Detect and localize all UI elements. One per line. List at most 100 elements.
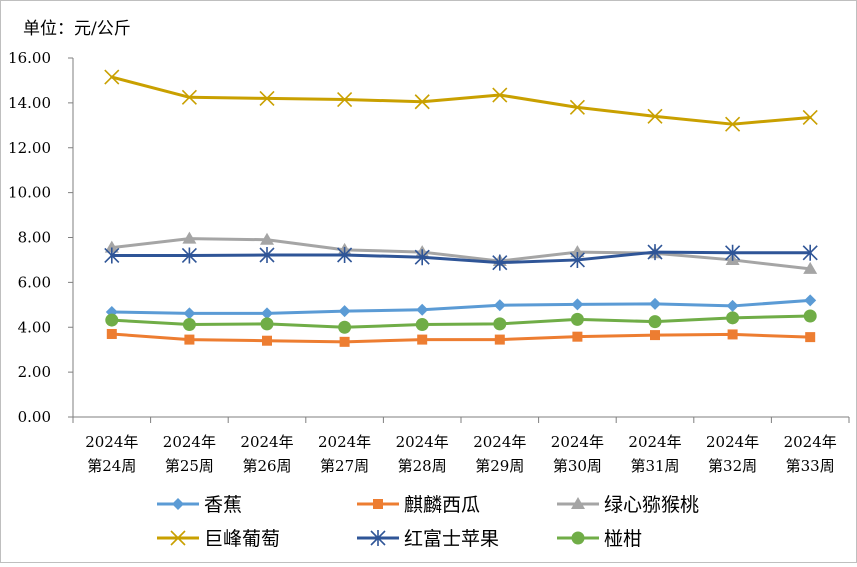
legend-label: 绿心猕猴桃 bbox=[604, 494, 699, 516]
data-point bbox=[727, 329, 738, 340]
data-point bbox=[261, 307, 273, 320]
series-5 bbox=[105, 309, 817, 334]
data-point bbox=[493, 299, 506, 312]
x-tick-label-year: 2024年 bbox=[396, 433, 449, 451]
data-point bbox=[181, 247, 197, 264]
series-line bbox=[110, 75, 812, 126]
data-point bbox=[259, 247, 275, 264]
data-point bbox=[725, 116, 741, 132]
x-tick-label-year: 2024年 bbox=[85, 433, 138, 451]
series-line bbox=[110, 314, 812, 329]
data-point bbox=[338, 305, 351, 318]
x-tick-label-week: 第31周 bbox=[630, 457, 679, 475]
legend-swatch-marker bbox=[370, 530, 386, 546]
y-tick-label: 4.00 bbox=[18, 318, 51, 336]
data-point bbox=[647, 244, 663, 261]
x-tick-label-year: 2024年 bbox=[628, 433, 681, 451]
legend-swatch-marker bbox=[373, 499, 383, 509]
data-point bbox=[803, 309, 817, 323]
x-tick-label-year: 2024年 bbox=[240, 433, 293, 451]
data-point bbox=[262, 335, 272, 346]
data-point bbox=[492, 87, 508, 103]
y-tick-label: 12.00 bbox=[8, 139, 51, 157]
data-point bbox=[805, 332, 816, 343]
legend-item: 绿心猕猴桃 bbox=[557, 494, 699, 516]
data-point bbox=[339, 336, 350, 347]
data-point bbox=[337, 247, 353, 264]
x-tick-label-week: 第24周 bbox=[87, 457, 136, 475]
x-tick-label-week: 第27周 bbox=[320, 457, 369, 475]
legend-label: 巨峰葡萄 bbox=[204, 528, 280, 550]
legend-swatch-marker bbox=[170, 530, 186, 546]
data-point bbox=[802, 109, 818, 126]
data-point bbox=[104, 240, 119, 253]
data-point bbox=[184, 334, 195, 345]
data-point bbox=[569, 251, 585, 268]
legend-item: 巨峰葡萄 bbox=[157, 528, 280, 550]
data-point bbox=[106, 328, 117, 339]
data-point bbox=[569, 99, 585, 115]
y-tick-label: 6.00 bbox=[18, 273, 51, 291]
legend-item: 红富士苹果 bbox=[357, 528, 499, 550]
data-point bbox=[104, 247, 120, 264]
data-point bbox=[337, 91, 353, 108]
data-point bbox=[414, 249, 430, 266]
series-3 bbox=[104, 69, 818, 132]
data-point bbox=[415, 318, 429, 332]
x-tick-label-year: 2024年 bbox=[473, 433, 526, 451]
data-point bbox=[492, 254, 508, 271]
x-tick-label-week: 第28周 bbox=[398, 457, 447, 475]
x-tick-label-year: 2024年 bbox=[163, 433, 216, 451]
data-point bbox=[104, 69, 120, 85]
data-point bbox=[570, 312, 584, 326]
data-point bbox=[414, 94, 430, 110]
legend-swatch-marker bbox=[571, 531, 585, 545]
x-tick-label-week: 第30周 bbox=[553, 457, 602, 475]
x-tick-label-year: 2024年 bbox=[318, 433, 371, 451]
data-point bbox=[570, 245, 585, 258]
data-point bbox=[493, 317, 507, 331]
data-point bbox=[416, 303, 429, 316]
unit-label: 单位：元/公斤 bbox=[23, 19, 131, 39]
x-tick-label-week: 第25周 bbox=[165, 457, 214, 475]
data-point bbox=[181, 89, 197, 105]
y-tick-label: 10.00 bbox=[8, 184, 51, 202]
data-point bbox=[802, 244, 818, 261]
data-point bbox=[105, 313, 119, 327]
x-tick-label-week: 第26周 bbox=[242, 457, 291, 475]
data-point bbox=[417, 334, 428, 345]
y-tick-label: 2.00 bbox=[18, 363, 51, 381]
x-tick-label-week: 第33周 bbox=[786, 457, 835, 475]
data-point bbox=[647, 108, 663, 124]
plot-area bbox=[104, 69, 818, 347]
legend-label: 椪柑 bbox=[604, 528, 642, 550]
data-point bbox=[725, 244, 741, 261]
series-4 bbox=[104, 244, 818, 271]
data-point bbox=[726, 299, 739, 312]
series-line bbox=[110, 237, 812, 271]
data-point bbox=[182, 231, 197, 244]
series-line bbox=[110, 298, 812, 315]
series-1 bbox=[106, 328, 816, 347]
data-point bbox=[726, 311, 740, 325]
legend-label: 麒麟西瓜 bbox=[404, 494, 480, 516]
data-point bbox=[650, 330, 660, 341]
x-tick-label-year: 2024年 bbox=[784, 433, 837, 451]
data-point bbox=[182, 318, 196, 332]
x-tick-label-week: 第29周 bbox=[475, 457, 524, 475]
data-point bbox=[260, 317, 274, 331]
y-tick-label: 0.00 bbox=[18, 408, 51, 426]
x-tick-label-week: 第32周 bbox=[708, 457, 757, 475]
series-0 bbox=[105, 294, 817, 320]
data-point bbox=[649, 297, 661, 310]
data-point bbox=[260, 232, 274, 245]
data-point bbox=[803, 261, 818, 274]
data-point bbox=[259, 90, 275, 106]
data-point bbox=[338, 320, 352, 334]
series-line bbox=[110, 332, 812, 344]
legend-label: 香蕉 bbox=[204, 494, 242, 516]
